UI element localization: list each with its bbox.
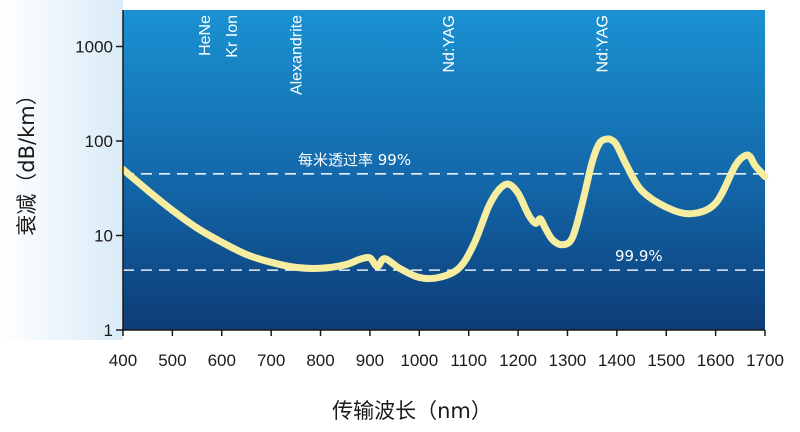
laser-label: Nd:YAG (595, 15, 612, 73)
x-tick-label: 600 (208, 351, 236, 370)
x-tick-label: 1200 (499, 351, 537, 370)
x-tick-label: 700 (257, 351, 285, 370)
laser-label: Kr Ion (224, 15, 241, 58)
y-tick-label: 1 (104, 321, 113, 340)
y-axis-title: 衰减（dB/km） (15, 84, 39, 235)
laser-label: Nd:YAG (441, 15, 458, 73)
x-tick-label: 1500 (647, 351, 685, 370)
x-tick-label: 1400 (598, 351, 636, 370)
y-axis-ticks: 1 10 100 1000 (75, 38, 123, 340)
x-tick-label: 1700 (746, 351, 784, 370)
x-tick-label: 400 (109, 351, 137, 370)
x-tick-label: 1300 (549, 351, 587, 370)
reference-lines: 每米透过率 99% 99.9% (123, 151, 765, 271)
y-tick-label: 10 (94, 227, 113, 246)
x-tick-label: 1600 (697, 351, 735, 370)
laser-label: HeNe (197, 15, 214, 56)
laser-annotations: HeNe Kr Ion Alexandrite Nd:YAG Nd:YAG (197, 15, 612, 95)
x-tick-label: 800 (306, 351, 334, 370)
x-axis-title: 传输波长（nm） (332, 399, 492, 423)
x-axis-ticks: 400 500 600 700 800 900 1000 1100 1200 1300 1400 15… (109, 330, 784, 370)
attenuation-curve (119, 135, 769, 283)
y-tick-label: 100 (85, 132, 113, 151)
laser-label: Alexandrite (288, 15, 305, 95)
x-tick-label: 1000 (400, 351, 438, 370)
left-margin-shade (0, 0, 123, 340)
x-tick-label: 1100 (450, 351, 487, 370)
x-tick-label: 900 (356, 351, 384, 370)
reference-line-label: 99.9% (615, 247, 663, 265)
y-tick-label: 1000 (75, 38, 113, 57)
x-tick-label: 500 (158, 351, 186, 370)
reference-line-label: 每米透过率 99% (298, 151, 411, 169)
